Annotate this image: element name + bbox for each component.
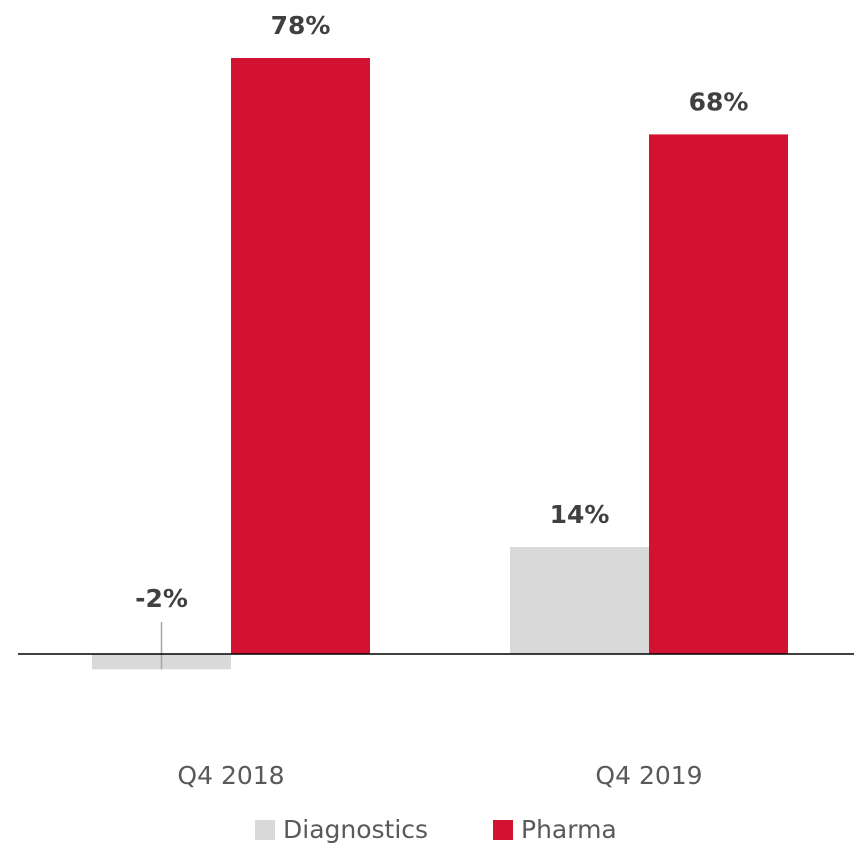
value-label: -2% — [135, 584, 188, 613]
legend-swatch — [493, 820, 513, 840]
x-tick-label: Q4 2019 — [595, 761, 702, 790]
value-label: 14% — [550, 500, 610, 529]
bar — [510, 547, 649, 654]
legend-swatch — [255, 820, 275, 840]
legend-label: Diagnostics — [283, 815, 428, 844]
x-tick-label: Q4 2018 — [177, 761, 284, 790]
legend-label: Pharma — [521, 815, 617, 844]
bar — [231, 58, 370, 654]
value-label: 68% — [689, 87, 749, 116]
value-label: 78% — [271, 11, 331, 40]
bar — [649, 134, 788, 654]
